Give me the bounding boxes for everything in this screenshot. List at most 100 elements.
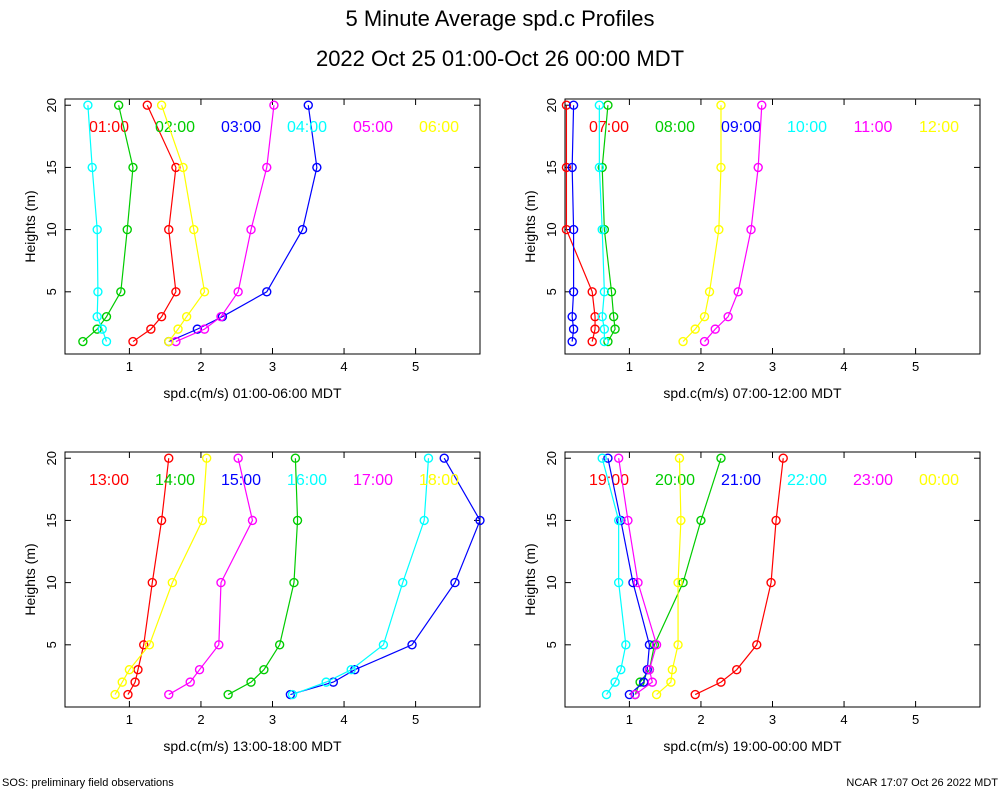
- data-point: [613, 453, 624, 463]
- chart-panel: 1 2 3 4 5 5 10 15 20 spd.c(m/s) 07:00-12:00 MDT He…: [522, 98, 981, 401]
- series-line: [168, 105, 318, 343]
- y-tick-label: 10: [544, 222, 559, 236]
- data-point: [97, 324, 107, 334]
- data-point: [110, 689, 120, 700]
- data-point: [321, 677, 331, 687]
- data-point: [378, 640, 389, 650]
- footer-timestamp: NCAR 17:07 Oct 26 2022 MDT: [846, 777, 998, 789]
- data-point: [156, 515, 167, 526]
- data-point: [269, 100, 279, 110]
- legend-label: 13:00: [89, 472, 129, 489]
- series-line: [175, 105, 275, 343]
- data-point: [450, 577, 460, 588]
- legend-label: 16:00: [287, 472, 327, 489]
- data-point: [259, 664, 269, 675]
- series-line: [292, 458, 430, 696]
- data-point: [287, 689, 298, 700]
- data-point: [156, 311, 167, 322]
- legend-label: 00:00: [919, 472, 959, 489]
- legend-label: 14:00: [155, 472, 195, 489]
- series-line: [127, 458, 170, 695]
- data-point: [603, 453, 613, 463]
- data-point: [423, 453, 434, 463]
- data-point: [567, 162, 577, 173]
- data-point: [78, 336, 88, 347]
- data-point: [624, 689, 635, 700]
- legend-label: 05:00: [353, 119, 393, 136]
- y-tick-label: 20: [544, 98, 559, 112]
- legend-label: 21:00: [721, 472, 761, 489]
- data-point: [93, 287, 103, 297]
- legend-label: 17:00: [353, 472, 393, 489]
- data-point: [199, 287, 210, 297]
- data-point: [716, 677, 726, 687]
- x-tick-label: 4: [840, 359, 847, 374]
- data-point: [716, 162, 726, 173]
- data-point: [714, 224, 724, 235]
- series-line: [656, 458, 682, 696]
- data-point: [398, 577, 408, 588]
- data-point: [678, 577, 688, 588]
- page-title: 5 Minute Average spd.c Profiles: [345, 6, 655, 31]
- data-point: [753, 162, 763, 173]
- data-point: [590, 324, 600, 334]
- data-point: [128, 162, 138, 173]
- data-point: [201, 453, 212, 463]
- data-point: [262, 287, 272, 297]
- data-point: [699, 336, 710, 347]
- data-point: [599, 336, 610, 347]
- data-point: [164, 453, 174, 463]
- data-point: [561, 162, 572, 173]
- data-point: [676, 515, 686, 526]
- data-point: [101, 311, 112, 322]
- data-point: [621, 640, 631, 650]
- data-point: [171, 287, 181, 297]
- data-point: [144, 640, 155, 650]
- data-point: [568, 224, 579, 235]
- data-point: [561, 100, 572, 110]
- data-point: [92, 324, 102, 334]
- data-point: [567, 311, 577, 322]
- data-point: [597, 311, 607, 322]
- data-point: [608, 311, 619, 322]
- series-line: [607, 458, 651, 696]
- data-point: [124, 664, 135, 675]
- data-point: [128, 336, 138, 347]
- data-point: [171, 162, 181, 173]
- x-tick-label: 2: [697, 712, 704, 727]
- page-subtitle: 2022 Oct 25 01:00-Oct 26 00:00 MDT: [315, 46, 685, 71]
- data-point: [704, 287, 715, 297]
- data-point: [92, 311, 102, 322]
- chart-panel: 1 2 3 4 5 5 10 15 20 spd.c(m/s) 01:00-06:00 MDT He…: [22, 98, 481, 401]
- data-point: [696, 515, 706, 526]
- legend-label: 22:00: [787, 472, 827, 489]
- legend-label: 10:00: [787, 119, 827, 136]
- data-point: [216, 311, 226, 322]
- data-point: [303, 100, 313, 110]
- data-point: [116, 287, 126, 297]
- x-axis-label: spd.c(m/s) 19:00-00:00 MDT: [663, 738, 842, 754]
- data-point: [613, 515, 624, 526]
- data-point: [599, 324, 610, 334]
- y-tick-label: 20: [44, 451, 59, 465]
- data-point: [147, 577, 157, 588]
- y-axis-label: Heights (m): [522, 190, 538, 262]
- x-tick-label: 2: [197, 359, 204, 374]
- data-point: [651, 689, 662, 700]
- data-point: [123, 689, 133, 700]
- y-tick-label: 5: [544, 288, 559, 295]
- data-point: [185, 677, 195, 687]
- data-point: [766, 577, 776, 588]
- data-point: [587, 287, 597, 297]
- legend-label: 15:00: [221, 472, 261, 489]
- legend-label: 04:00: [287, 119, 327, 136]
- x-tick-label: 4: [340, 359, 347, 374]
- data-point: [197, 515, 208, 526]
- data-point: [644, 640, 655, 650]
- data-point: [87, 162, 97, 173]
- data-point: [647, 677, 657, 687]
- x-axis-label: spd.c(m/s) 13:00-18:00 MDT: [163, 738, 342, 754]
- data-point: [667, 664, 678, 675]
- chart-panel: 1 2 3 4 5 5 10 15 20 spd.c(m/s) 19:00-00:00 MDT He…: [522, 451, 981, 754]
